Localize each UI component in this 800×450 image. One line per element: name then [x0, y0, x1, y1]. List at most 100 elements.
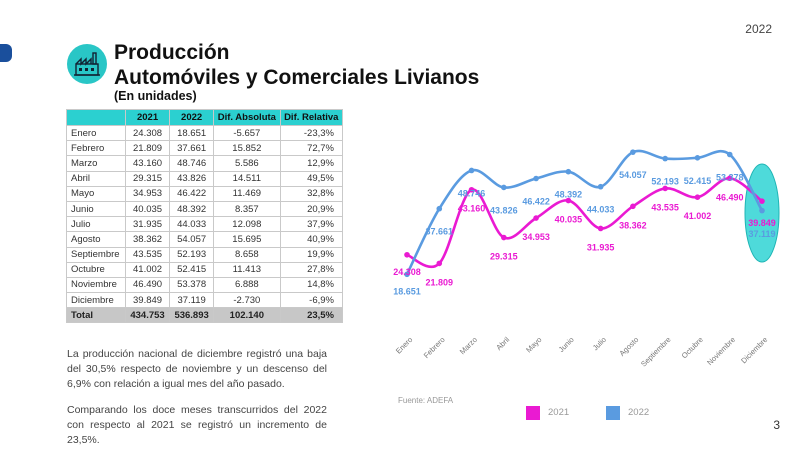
table-cell-y2022: 48.392: [169, 200, 215, 218]
table-cell-rel: 40,9%: [279, 231, 344, 248]
header-year: 2022: [745, 22, 772, 36]
data-label-2022: 37.119: [748, 229, 775, 239]
table-cell-abs: 15.852: [213, 140, 281, 157]
x-tick-label: Julio: [591, 335, 608, 352]
data-label-2022: 48.392: [555, 190, 583, 200]
data-label-2021: 24.308: [393, 267, 421, 277]
table-cell-rel: 27,8%: [279, 261, 344, 278]
table-cell-month: Diciembre: [66, 292, 126, 309]
table-cell-rel: 14,8%: [279, 276, 344, 294]
table-cell-month: Marzo: [66, 155, 126, 172]
x-tick-label: Febrero: [422, 335, 447, 360]
data-label-2022: 52.415: [684, 176, 712, 186]
table-cell-abs: 6.888: [213, 276, 281, 294]
table-cell-month: Julio: [66, 216, 126, 233]
table-cell-rel: 19,9%: [279, 246, 344, 263]
table-cell-abs: 102.140: [213, 307, 281, 324]
table-header-cell: 2022: [169, 109, 215, 126]
data-point-2021: [726, 175, 733, 182]
table-cell-y2022: 52.415: [169, 261, 215, 278]
data-point-2022: [565, 168, 572, 175]
table-total-row: Total 434.753 536.893 102.140 23,5%: [66, 307, 344, 324]
table-cell-month: Mayo: [66, 185, 126, 202]
title-line-1: Producción: [114, 41, 230, 64]
data-point-2022: [468, 167, 475, 174]
x-tick-label: Mayo: [524, 335, 543, 354]
data-point-2021: [468, 186, 475, 193]
data-point-2022: [759, 207, 765, 214]
data-point-2022: [404, 271, 410, 278]
table-cell-y2022: 37.119: [169, 292, 215, 309]
legend-label-2021: 2021: [548, 407, 570, 418]
table-cell-rel: -23,3%: [279, 124, 344, 142]
table-row: Junio 40.035 48.392 8.357 20,9%: [66, 200, 344, 218]
data-point-2021: [597, 225, 604, 232]
table-cell-y2022: 46.422: [169, 185, 215, 202]
table-cell-y2021: 39.849: [124, 292, 171, 309]
data-label-2021: 38.362: [619, 220, 647, 230]
data-label-2022: 37.661: [426, 227, 454, 237]
table-cell-rel: 72,7%: [279, 140, 344, 157]
table-cell-month: Febrero: [66, 140, 126, 157]
table-row: Abril 29.315 43.826 14.511 49,5%: [66, 170, 344, 187]
table-cell-month: Junio: [66, 200, 126, 218]
table-cell-y2021: 21.809: [124, 140, 171, 157]
x-tick-label: Noviembre: [705, 335, 737, 367]
title-line-2: Automóviles y Comerciales Livianos: [114, 66, 480, 89]
summary-paragraph-2: Comparando los doce meses transcurridos …: [67, 404, 327, 446]
data-label-2022: 53.378: [716, 172, 744, 182]
data-label-2021: 41.002: [684, 211, 712, 221]
data-label-2022: 54.057: [619, 170, 647, 180]
table-header-cell: Dif. Relativa: [279, 109, 344, 126]
data-point-2022: [501, 184, 507, 191]
table-cell-rel: 37,9%: [279, 216, 344, 233]
table-cell-abs: -2.730: [213, 292, 281, 309]
table-cell-y2021: 46.490: [124, 276, 171, 294]
chart-legend: 2021 2022: [526, 404, 666, 424]
x-tick-label: Junio: [557, 335, 576, 354]
table-cell-rel: 20,9%: [279, 200, 344, 218]
table-cell-rel: 23,5%: [279, 307, 344, 324]
x-tick-label: Agosto: [617, 335, 640, 358]
data-label-2021: 40.035: [555, 215, 583, 225]
table-cell-y2021: 434.753: [124, 307, 171, 324]
table-cell-y2021: 41.002: [124, 261, 171, 278]
table-cell-abs: 5.586: [213, 155, 281, 172]
left-edge-tab: [0, 44, 12, 62]
table-row: Septiembre 43.535 52.193 8.658 19,9%: [66, 246, 344, 263]
table-row: Marzo 43.160 48.746 5.586 12,9%: [66, 155, 344, 172]
data-point-2022: [597, 183, 604, 190]
table-row: Noviembre 46.490 53.378 6.888 14,8%: [66, 276, 344, 294]
page-number: 3: [773, 418, 780, 432]
data-label-2021: 39.849: [748, 218, 776, 228]
table-cell-y2021: 43.160: [124, 155, 171, 172]
data-point-2021: [436, 260, 443, 267]
data-point-2022: [726, 151, 733, 158]
series-line-2022: [405, 149, 764, 275]
table-cell-rel: 49,5%: [279, 170, 344, 187]
data-point-2022: [662, 155, 668, 162]
table-cell-y2022: 37.661: [169, 140, 215, 157]
data-point-2021: [662, 185, 668, 192]
table-cell-y2022: 48.746: [169, 155, 215, 172]
table-cell-abs: 8.357: [213, 200, 281, 218]
table-cell-y2021: 34.953: [124, 185, 171, 202]
table-cell-rel: 12,9%: [279, 155, 344, 172]
data-point-2021: [501, 234, 507, 241]
table-cell-month: Agosto: [66, 231, 126, 248]
legend-label-2022: 2022: [628, 407, 650, 418]
data-label-2022: 44.033: [587, 205, 615, 215]
data-label-2022: 48.746: [458, 188, 486, 198]
table-cell-month: Noviembre: [66, 276, 126, 294]
table-cell-abs: 12.098: [213, 216, 281, 233]
table-cell-abs: 11.469: [213, 185, 281, 202]
data-label-2022: 18.651: [393, 286, 421, 296]
table-header-row: 2021 2022 Dif. Absoluta Dif. Relativa: [66, 109, 344, 126]
x-tick-label: Diciembre: [739, 335, 769, 365]
table-row: Enero 24.308 18.651 -5.657 -23,3%: [66, 124, 344, 142]
data-label-2021: 29.315: [490, 252, 518, 262]
page-title: Producción Automóviles y Comerciales Liv…: [114, 40, 479, 90]
table-cell-abs: -5.657: [213, 124, 281, 142]
table-cell-month: Abril: [66, 170, 126, 187]
table-cell-abs: 15.695: [213, 231, 281, 248]
